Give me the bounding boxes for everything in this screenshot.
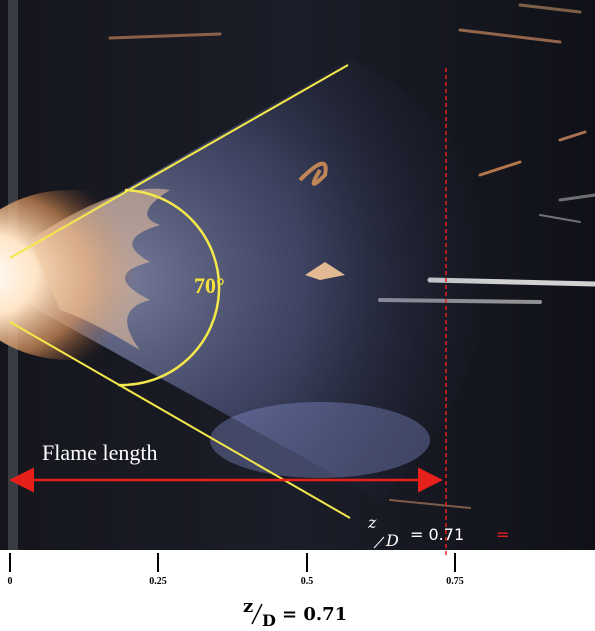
axis-tick-label: 0.75 bbox=[446, 576, 464, 587]
distance-axis: 0 0.25 0.5 0.75 bbox=[8, 553, 464, 587]
flame-plume bbox=[20, 60, 500, 500]
angle-label: 70° bbox=[194, 273, 225, 298]
inset-ratio-numerator: z bbox=[367, 513, 377, 532]
cone-line-upper bbox=[9, 64, 349, 259]
inset-ratio-label: z D = 0.71 = bbox=[367, 513, 509, 550]
inset-ratio-denominator: D bbox=[385, 531, 399, 550]
spark-blob bbox=[305, 262, 345, 280]
caption: z D = 0.71 bbox=[243, 596, 347, 630]
axis-tick-label: 0 bbox=[8, 576, 13, 587]
angle-arc bbox=[117, 188, 221, 387]
flame-length-label: Flame length bbox=[42, 440, 157, 465]
caption-slash bbox=[251, 603, 263, 625]
inset-ratio-value: = 0.71 bbox=[410, 525, 464, 544]
spark-swirl bbox=[298, 161, 328, 186]
caption-denominator: D bbox=[262, 611, 276, 630]
axis-tick-label: 0.25 bbox=[149, 576, 167, 587]
inset-ratio-trailing: = bbox=[496, 525, 509, 544]
axis-tick-label: 0.5 bbox=[301, 576, 314, 587]
caption-numerator: z bbox=[243, 596, 253, 617]
caption-value: = 0.71 bbox=[282, 604, 347, 625]
inset-ratio-slash bbox=[373, 536, 385, 549]
plume-lower-lobe bbox=[210, 402, 430, 478]
flame-tongues bbox=[30, 188, 170, 350]
